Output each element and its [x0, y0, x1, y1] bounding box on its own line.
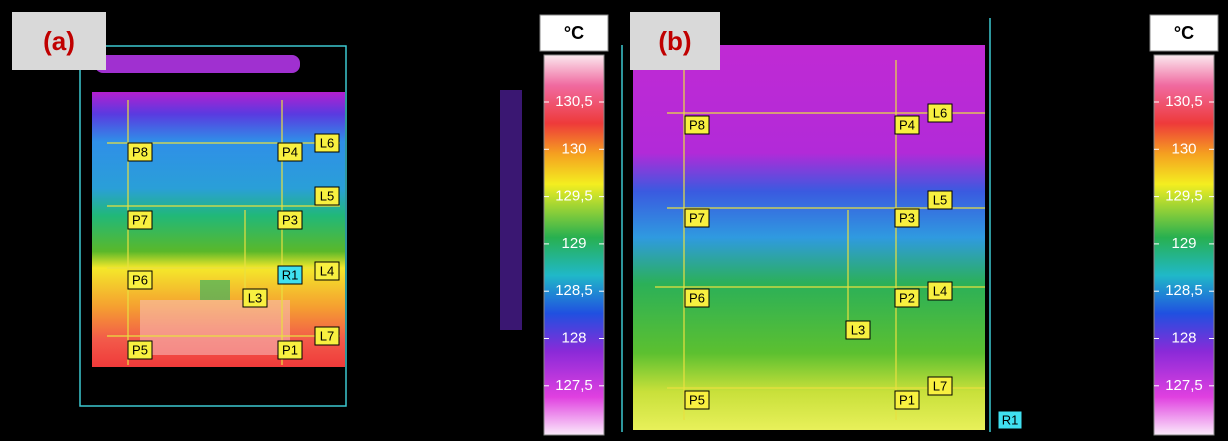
colorbar-tick-label: 128: [1171, 329, 1196, 346]
marker-label: P4: [899, 117, 915, 132]
marker-box: [314, 133, 340, 153]
panel-b-image: [500, 18, 991, 432]
marker-label: P1: [282, 342, 298, 357]
marker-label: P6: [689, 290, 705, 305]
marker-box: [314, 326, 340, 346]
panel-label-box: [630, 12, 720, 70]
marker-label: L7: [933, 378, 947, 393]
marker-label: P5: [132, 342, 148, 357]
marker-label: L4: [933, 283, 947, 298]
marker-box: [894, 288, 920, 308]
panel-a-image: [79, 45, 347, 407]
marker-box: [927, 281, 953, 301]
panel-label: (b): [658, 26, 691, 56]
marker-label: P8: [132, 144, 148, 159]
marker-box: [127, 210, 153, 230]
colorbar-tick-label: 129: [1171, 235, 1196, 252]
marker-box: [314, 261, 340, 281]
marker-box: [684, 390, 710, 410]
marker-label: L6: [320, 135, 334, 150]
marker-label: P3: [282, 212, 298, 227]
marker-box: [277, 340, 303, 360]
colorbar-tick-label: 130: [561, 140, 586, 157]
colorbar-tick-label: 128,5: [1165, 282, 1203, 299]
colorbar-header: [1149, 14, 1219, 52]
marker-label: L4: [320, 263, 334, 278]
colorbar-unit: °C: [564, 23, 584, 43]
marker-label: P6: [132, 272, 148, 287]
marker-label: P3: [899, 210, 915, 225]
marker-box: [684, 288, 710, 308]
marker-label: P4: [282, 144, 298, 159]
marker-box: [894, 115, 920, 135]
colorbar-tick-label: 128: [561, 329, 586, 346]
marker-label: P8: [689, 117, 705, 132]
colorbar: [1153, 54, 1215, 436]
marker-label: P1: [899, 392, 915, 407]
marker-box: [684, 115, 710, 135]
marker-box: [845, 320, 871, 340]
marker-label: P5: [689, 392, 705, 407]
marker-box: [127, 142, 153, 162]
colorbar-tick-label: 129,5: [1165, 188, 1203, 205]
marker-box: [927, 103, 953, 123]
marker-label: P2: [899, 290, 915, 305]
panel-label: (a): [43, 26, 75, 56]
colorbar-tick-label: 127,5: [555, 377, 593, 394]
colorbar: [543, 54, 605, 436]
colorbar-header: [539, 14, 609, 52]
marker-label: R1: [282, 267, 299, 282]
marker-box: [927, 190, 953, 210]
marker-box: [242, 288, 268, 308]
colorbar-tick-label: 129,5: [555, 188, 593, 205]
marker-box: [894, 208, 920, 228]
marker-box: [277, 265, 303, 285]
colorbar-tick-label: 129: [561, 235, 586, 252]
marker-box: [684, 208, 710, 228]
marker-box: [277, 142, 303, 162]
colorbar-tick-label: 127,5: [1165, 377, 1203, 394]
panel-label-box: [12, 12, 106, 70]
colorbar-tick-label: 128,5: [555, 282, 593, 299]
marker-box: [997, 410, 1023, 430]
marker-label: L6: [933, 105, 947, 120]
marker-box: [277, 210, 303, 230]
colorbar-unit: °C: [1174, 23, 1194, 43]
marker-box: [927, 376, 953, 396]
marker-label: L3: [851, 322, 865, 337]
marker-label: L7: [320, 328, 334, 343]
marker-box: [894, 390, 920, 410]
colorbar-tick-label: 130,5: [555, 93, 593, 110]
marker-label: L5: [320, 188, 334, 203]
colorbar-tick-label: 130: [1171, 140, 1196, 157]
colorbar-tick-label: 130,5: [1165, 93, 1203, 110]
marker-label: R1: [1002, 412, 1019, 427]
marker-label: P7: [132, 212, 148, 227]
marker-label: P7: [689, 210, 705, 225]
marker-box: [314, 186, 340, 206]
marker-box: [127, 340, 153, 360]
marker-label: L3: [248, 290, 262, 305]
marker-label: L5: [933, 192, 947, 207]
overlay: (a) (b) P8 P4 P7 P3 P6 R1 P5 P1 L6 L5 L4 L3 L7 P8 P4 P7 P3…: [12, 12, 1219, 436]
marker-box: [127, 270, 153, 290]
